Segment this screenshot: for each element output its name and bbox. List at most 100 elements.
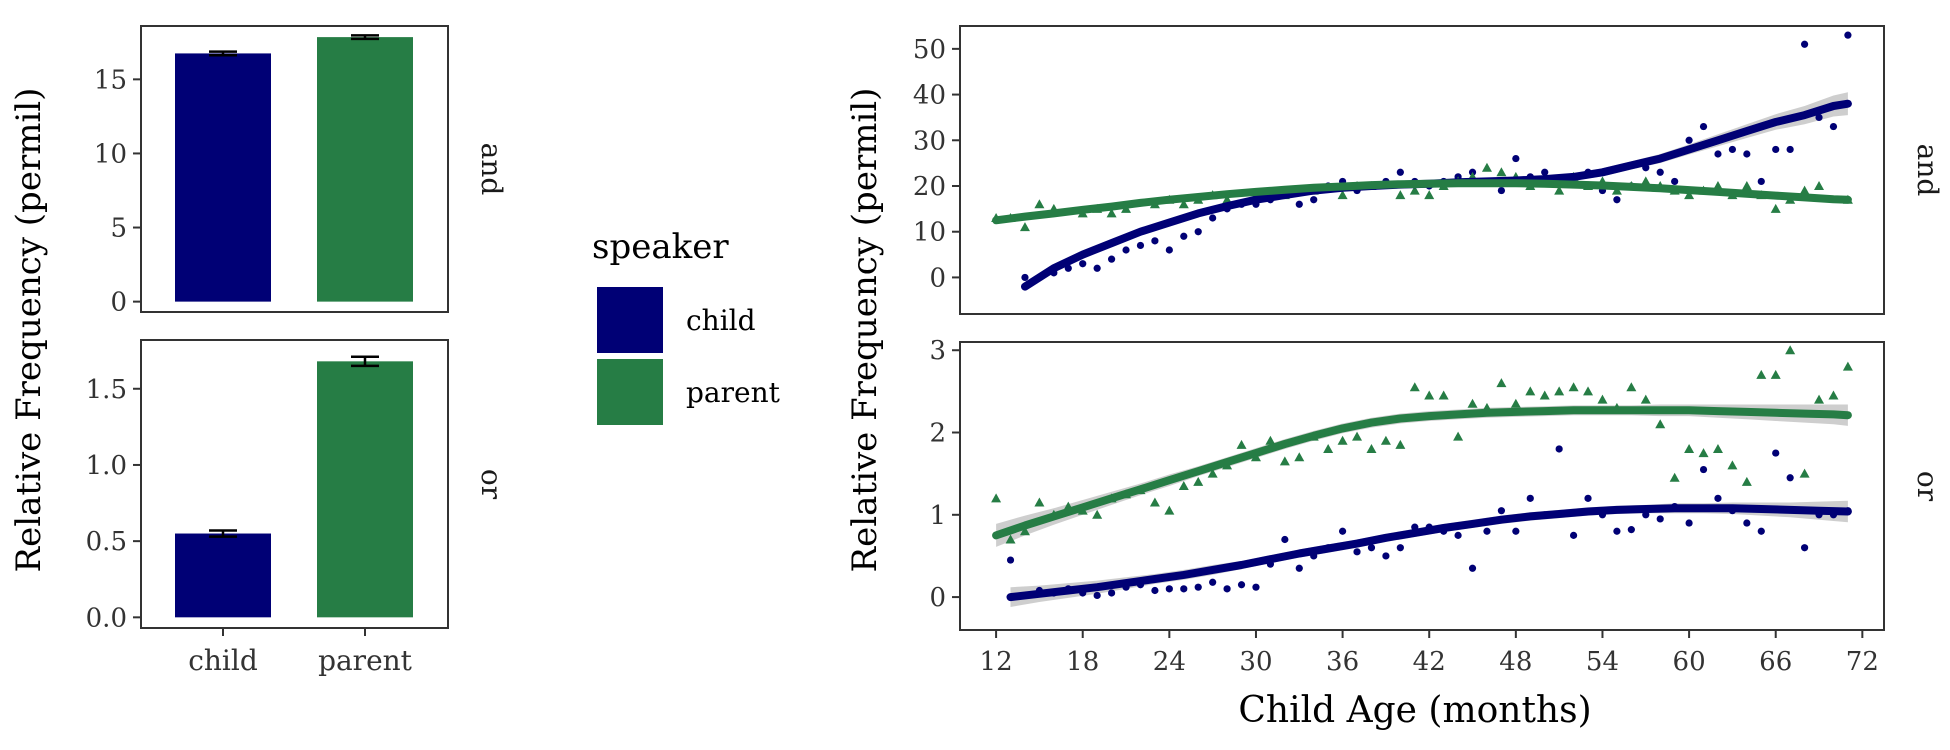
- point-or-child: [1569, 531, 1578, 539]
- point-or-parent: [1510, 398, 1521, 408]
- point-or-parent: [1496, 378, 1507, 388]
- point-and-parent: [1554, 185, 1565, 195]
- point-and-child: [1800, 40, 1809, 48]
- y-tick-label: 10: [913, 218, 946, 248]
- bar-or-child: [175, 533, 271, 618]
- point-or-parent: [1409, 382, 1420, 392]
- point-or-parent: [1294, 452, 1305, 462]
- y-tick-label: 1.0: [86, 451, 127, 481]
- y-tick-label: 0.5: [86, 527, 127, 557]
- point-or-child: [1237, 581, 1246, 589]
- point-or-parent: [1193, 476, 1204, 486]
- point-or-parent: [1756, 369, 1767, 379]
- bar-and-child: [175, 53, 271, 302]
- point-and-child: [1844, 31, 1852, 39]
- point-and-parent: [1337, 190, 1348, 200]
- point-or-child: [1613, 527, 1621, 535]
- point-or-parent: [1337, 435, 1348, 445]
- point-or-child: [1252, 583, 1260, 591]
- point-and-child: [1079, 260, 1087, 268]
- point-or-child: [1194, 583, 1202, 591]
- x-tick-label: 48: [1499, 647, 1532, 677]
- strip-label-or: or: [475, 469, 508, 500]
- point-or-parent: [1741, 476, 1752, 486]
- point-or-parent: [1092, 509, 1103, 519]
- point-and-child: [1772, 145, 1780, 154]
- point-or-child: [1367, 544, 1376, 552]
- y-tick-label: 0: [929, 583, 946, 613]
- bar-panel-and: 0 5 10 15 and: [94, 25, 508, 318]
- point-or-parent: [1799, 468, 1810, 478]
- point-and-child: [1093, 264, 1101, 272]
- x-tick-label: 36: [1326, 647, 1359, 677]
- point-or-child: [1353, 548, 1361, 556]
- point-or-child: [1165, 585, 1173, 593]
- y-tick-label: 30: [913, 126, 946, 156]
- y-tick-label: 5: [110, 214, 127, 244]
- point-or-parent: [1828, 390, 1839, 400]
- y-tick-label: 3: [929, 336, 946, 366]
- panel-border: [959, 341, 1885, 631]
- point-and-child: [1021, 273, 1029, 282]
- point-or-child: [1627, 526, 1635, 534]
- legend-swatch-child: [597, 287, 663, 353]
- point-and-child: [1295, 200, 1303, 208]
- bar-y-axis-title: Relative Frequency (permil): [9, 88, 49, 573]
- point-and-parent: [1799, 185, 1810, 195]
- point-and-child: [1699, 122, 1708, 131]
- scatter-panel-or: 0 1 2 3 or: [929, 336, 1944, 631]
- point-or-child: [1786, 474, 1794, 482]
- point-or-parent: [1583, 386, 1594, 396]
- point-or-parent: [1380, 435, 1391, 445]
- point-or-parent: [1438, 390, 1449, 400]
- point-and-child: [1497, 186, 1506, 195]
- point-and-child: [1714, 150, 1722, 158]
- point-or-child: [1209, 578, 1217, 586]
- ribbon-or-child: [1010, 500, 1848, 607]
- point-or-child: [1800, 544, 1809, 552]
- point-or-child: [1107, 589, 1116, 597]
- point-or-parent: [1453, 431, 1464, 441]
- point-and-parent: [1684, 190, 1695, 200]
- point-or-parent: [1352, 431, 1363, 441]
- point-or-parent: [1814, 394, 1825, 404]
- y-tick-label: 40: [913, 81, 946, 111]
- point-and-parent: [1178, 199, 1189, 209]
- strip-label-and: and: [475, 143, 508, 196]
- point-or-parent: [1785, 345, 1796, 355]
- point-and-child: [1685, 136, 1693, 144]
- point-or-child: [1555, 445, 1563, 453]
- point-and-child: [1671, 177, 1679, 186]
- point-and-parent: [1770, 203, 1781, 213]
- point-and-child: [1541, 168, 1549, 176]
- point-or-parent: [1712, 443, 1723, 453]
- point-or-child: [1757, 527, 1765, 535]
- legend-title: speaker: [592, 227, 729, 267]
- point-and-child: [1656, 168, 1664, 176]
- point-or-child: [1656, 515, 1664, 523]
- point-and-parent: [1814, 181, 1825, 190]
- x-tick-label: 24: [1153, 647, 1186, 677]
- point-and-child: [1743, 150, 1751, 158]
- scatter-x-axis-title: Child Age (months): [1238, 690, 1591, 731]
- point-or-parent: [1539, 390, 1550, 400]
- legend-label-child: child: [686, 304, 756, 337]
- point-or-parent: [1597, 394, 1608, 404]
- y-tick-label: 0: [110, 288, 127, 318]
- point-or-parent: [1842, 361, 1853, 371]
- x-tick-label: 12: [980, 647, 1013, 677]
- point-or-parent: [1366, 443, 1377, 453]
- bar-or-parent: [317, 361, 413, 618]
- panel-border: [140, 25, 449, 313]
- point-or-child: [1093, 591, 1101, 600]
- y-tick-label: 0: [929, 263, 946, 293]
- point-and-child: [1209, 214, 1217, 222]
- point-or-parent: [1568, 382, 1579, 392]
- point-and-parent: [1019, 222, 1030, 232]
- bar-panel-or: 0.0 0.5 1.0 1.5 or child parent: [86, 339, 508, 677]
- point-or-child: [1584, 494, 1592, 502]
- point-or-parent: [1323, 443, 1334, 453]
- point-or-child: [1223, 585, 1231, 593]
- x-tick-label: 66: [1759, 647, 1792, 677]
